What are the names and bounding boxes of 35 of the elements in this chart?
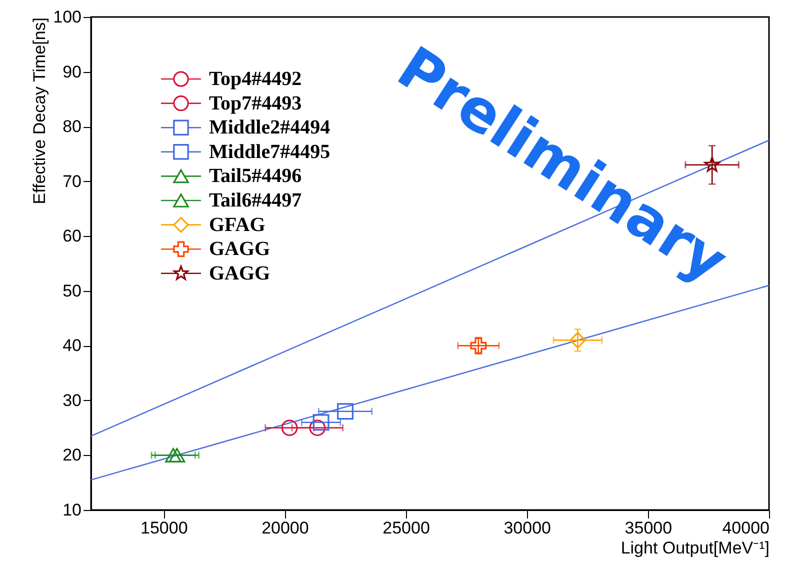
legend-label: GAGG bbox=[209, 238, 271, 260]
y-tick-label: 40 bbox=[62, 336, 82, 356]
x-axis-title: Light Output[MeV⁻¹] bbox=[620, 538, 770, 558]
point bbox=[312, 414, 330, 431]
x-tick-label: 15000 bbox=[140, 518, 188, 538]
point bbox=[165, 448, 182, 462]
y-tick-label: 50 bbox=[62, 281, 82, 300]
y-tick-label: 60 bbox=[62, 226, 82, 246]
legend-label: Middle7#4495 bbox=[209, 140, 330, 163]
legend-label: GFAG bbox=[209, 214, 266, 236]
legend-label: Tail6#4497 bbox=[209, 190, 302, 212]
x-tick-label: 20000 bbox=[262, 518, 309, 538]
legend-label: Top4#4492 bbox=[209, 68, 302, 90]
x-tick-label: 35000 bbox=[624, 518, 672, 538]
x-tick-label: 25000 bbox=[382, 518, 430, 538]
y-tick-label: 20 bbox=[62, 446, 82, 465]
legend-label: Tail5#4496 bbox=[209, 165, 302, 188]
point bbox=[281, 420, 298, 436]
y-axis-title: Effective Decay Time[ns] bbox=[30, 18, 50, 204]
point bbox=[168, 448, 186, 462]
y-tick-label: 100 bbox=[53, 8, 82, 26]
x-tick-label: 40000 bbox=[722, 518, 770, 538]
y-tick-label: 10 bbox=[62, 500, 82, 520]
y-tick-label: 70 bbox=[62, 172, 82, 191]
point bbox=[569, 332, 586, 348]
point bbox=[470, 337, 487, 354]
x-tick-label: 30000 bbox=[504, 518, 551, 538]
legend-label: Middle2#4494 bbox=[209, 116, 330, 139]
y-tick-label: 90 bbox=[62, 62, 82, 82]
legend-label: GAGG bbox=[209, 262, 271, 284]
point bbox=[337, 403, 354, 420]
legend-label: Top7#4493 bbox=[209, 92, 302, 114]
point bbox=[309, 420, 326, 436]
y-tick-label: 80 bbox=[62, 117, 82, 136]
y-tick-label: 30 bbox=[62, 390, 82, 410]
